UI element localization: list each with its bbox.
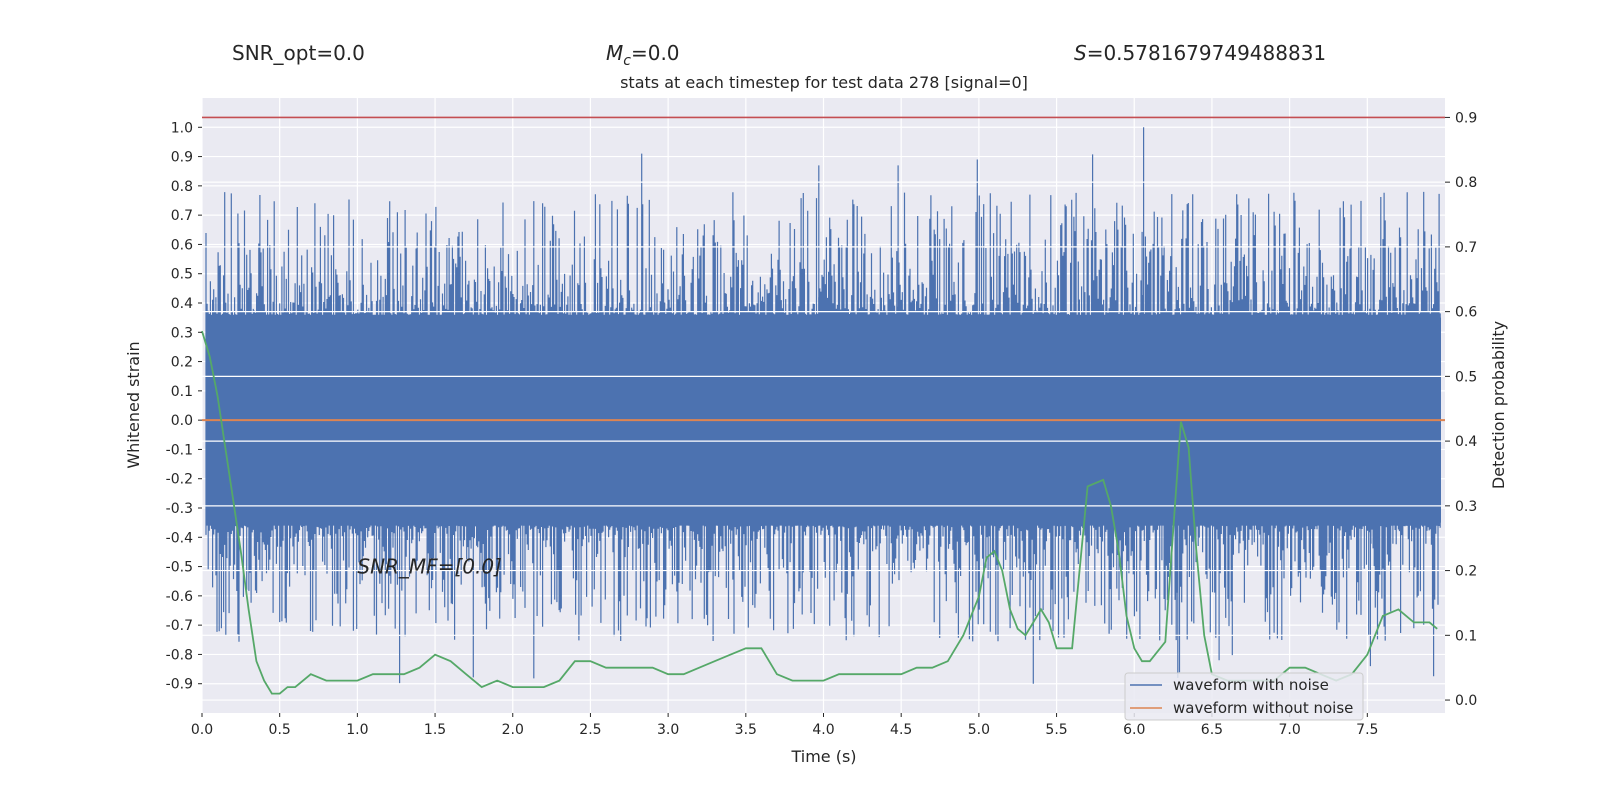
x-tick-label: 3.0 <box>657 722 679 738</box>
y2-tick-label: 0.0 <box>1455 693 1477 709</box>
chart-title: stats at each timestep for test data 278… <box>620 73 1028 92</box>
y2-tick-label: 0.4 <box>1455 434 1477 450</box>
y-tick-label: 0.4 <box>171 296 193 312</box>
y-tick-label: 0.1 <box>171 384 193 400</box>
y-tick-label: -0.7 <box>166 618 193 634</box>
s-statistic-label: S=0.5781679749488831 <box>1074 41 1326 65</box>
y2-tick-label: 0.6 <box>1455 305 1477 321</box>
x-tick-label: 2.0 <box>502 722 524 738</box>
x-tick-labels: 0.0 0.5 1.0 1.5 2.0 2.5 3.0 3.5 4.0 4.5 5.0 5.5 6.0 6… <box>191 713 1378 738</box>
x-axis-label: Time (s) <box>790 747 856 766</box>
x-tick-label: 1.0 <box>346 722 368 738</box>
legend-box <box>1124 672 1364 721</box>
legend-label-clean: waveform without noise <box>1173 699 1353 717</box>
x-tick-label: 5.0 <box>968 722 990 738</box>
y-axis-label: Whitened strain <box>124 341 143 468</box>
y-tick-labels: 1.0 0.9 0.8 0.7 0.6 0.5 0.4 0.3 0.2 0.1 0.0 -0.1 -0.… <box>166 120 202 693</box>
snr-opt-label: SNR_opt=0.0 <box>232 41 365 65</box>
y-tick-label: 1.0 <box>171 120 193 136</box>
y2-tick-label: 0.8 <box>1455 175 1477 191</box>
y-tick-label: -0.3 <box>166 501 193 517</box>
y-tick-label: 0.9 <box>171 150 193 166</box>
y-tick-label: 0.5 <box>171 267 193 283</box>
x-tick-label: 4.5 <box>890 722 912 738</box>
snr-mf-annotation: SNR_MF=[0.0] <box>357 555 501 579</box>
y2-tick-label: 0.2 <box>1455 564 1477 580</box>
y-tick-label: 0.6 <box>171 237 193 253</box>
y-tick-label: -0.8 <box>166 647 193 663</box>
x-tick-label: 2.5 <box>579 722 601 738</box>
x-tick-label: 7.5 <box>1356 722 1378 738</box>
y2-tick-label: 0.5 <box>1455 369 1477 385</box>
x-tick-label: 3.5 <box>735 722 757 738</box>
y-tick-label: 0.2 <box>171 355 193 371</box>
y-tick-label: -0.2 <box>166 472 193 488</box>
x-tick-label: 5.5 <box>1045 722 1067 738</box>
x-tick-label: 0.0 <box>191 722 213 738</box>
y-tick-label: -0.6 <box>166 589 193 605</box>
y-tick-label: -0.9 <box>166 677 193 693</box>
x-tick-label: 7.0 <box>1278 722 1300 738</box>
y-tick-label: 0.3 <box>171 325 193 341</box>
x-tick-label: 1.5 <box>424 722 446 738</box>
x-tick-label: 4.0 <box>812 722 834 738</box>
y-tick-label: 0.7 <box>171 208 193 224</box>
x-tick-label: 6.0 <box>1123 722 1145 738</box>
y-tick-label: -0.4 <box>166 530 193 546</box>
y2-tick-label: 0.7 <box>1455 240 1477 256</box>
y-tick-label: -0.1 <box>166 442 193 458</box>
legend-label-noise: waveform with noise <box>1173 676 1329 694</box>
y-tick-label: 0.8 <box>171 179 193 195</box>
y2-tick-label: 0.9 <box>1455 110 1477 126</box>
legend: waveform with noise waveform without noi… <box>1124 672 1364 721</box>
x-tick-label: 6.5 <box>1201 722 1223 738</box>
detection-probability-series <box>201 330 1438 695</box>
y-tick-label: 0.0 <box>171 413 193 429</box>
y2-axis-label: Detection probability <box>1489 321 1508 489</box>
y2-tick-label: 0.1 <box>1455 628 1477 644</box>
x-tick-label: 0.5 <box>269 722 291 738</box>
y-tick-label: -0.5 <box>166 560 193 576</box>
y2-tick-label: 0.3 <box>1455 499 1477 515</box>
y2-tick-labels: 0.9 0.8 0.7 0.6 0.5 0.4 0.3 0.2 0.1 0.0 <box>1445 110 1477 709</box>
chirp-mass-label: Mc=0.0 <box>606 41 680 69</box>
